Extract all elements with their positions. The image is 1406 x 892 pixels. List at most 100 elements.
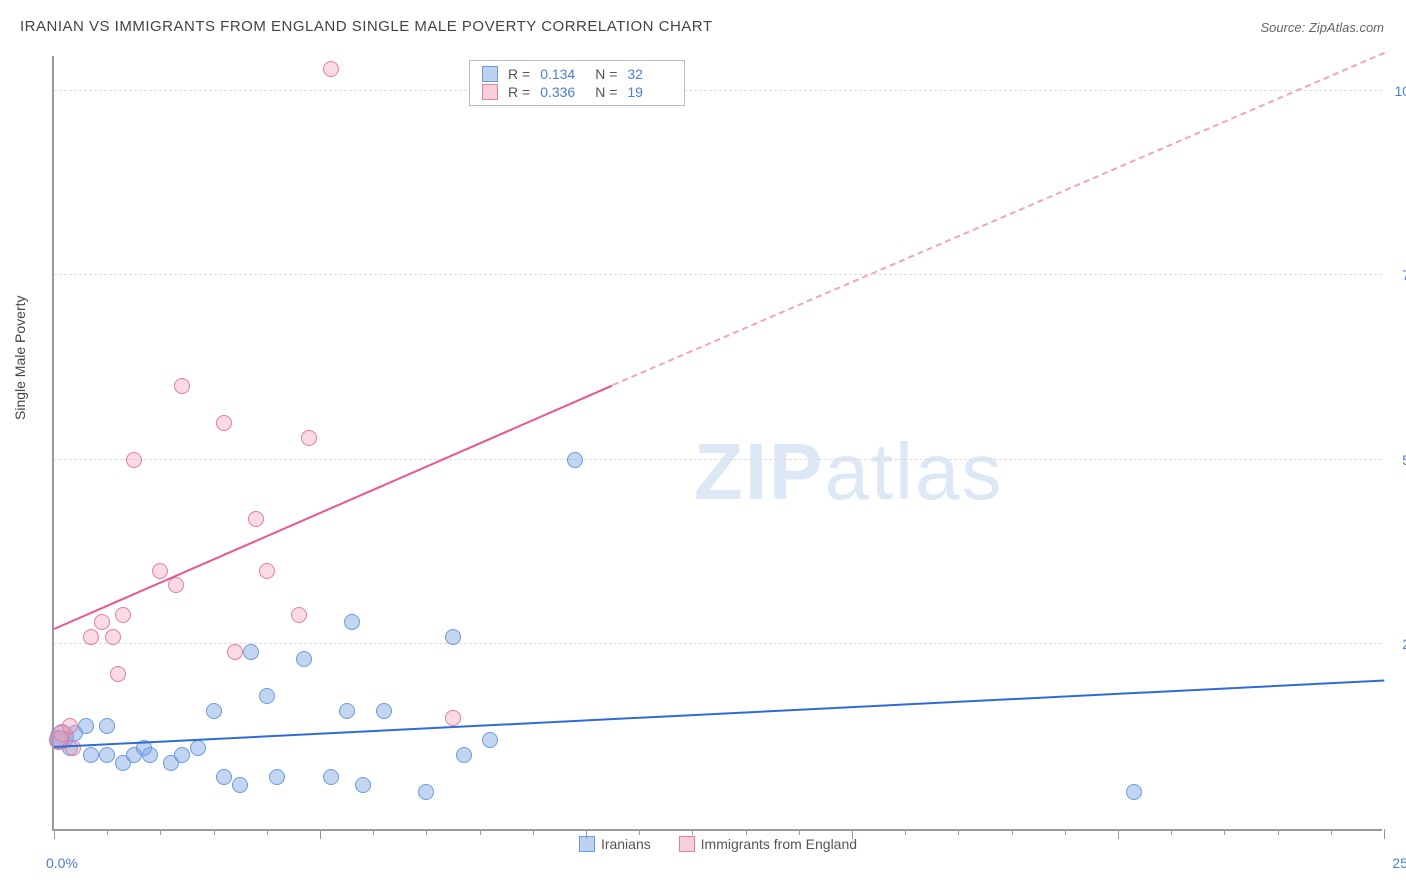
y-tick-label: 50.0% [1402,452,1406,468]
swatch-blue-icon [482,66,498,82]
x-tick-label-min: 0.0% [46,855,78,871]
x-tick-minor [1171,829,1172,835]
data-point [83,747,99,763]
n-value: 19 [627,84,672,100]
trend-line [54,679,1384,747]
data-point [99,718,115,734]
y-axis-label: Single Male Poverty [12,295,28,420]
data-point [259,563,275,579]
data-point [456,747,472,763]
data-point [567,452,583,468]
legend-item-iranians: Iranians [579,836,651,852]
data-point [168,577,184,593]
data-point [418,784,434,800]
data-point [115,607,131,623]
legend-item-england: Immigrants from England [679,836,857,852]
x-tick-minor [373,829,374,835]
x-tick-minor [1331,829,1332,835]
swatch-pink-icon [482,84,498,100]
r-value: 0.336 [540,84,585,100]
data-point [65,740,81,756]
data-point [248,511,264,527]
watermark: ZIPatlas [694,426,1003,518]
series-name: Iranians [601,836,651,852]
n-label: N = [595,66,617,82]
x-tick-minor [267,829,268,835]
y-tick-label: 100.0% [1395,83,1406,99]
data-point [110,666,126,682]
data-point [216,415,232,431]
x-tick-minor [480,829,481,835]
series-legend: Iranians Immigrants from England [54,836,1382,855]
swatch-blue-icon [579,836,595,852]
x-tick-minor [639,829,640,835]
data-point [301,430,317,446]
data-point [243,644,259,660]
r-label: R = [508,66,530,82]
n-value: 32 [627,66,672,82]
data-point [323,769,339,785]
x-tick-minor [107,829,108,835]
data-point [105,629,121,645]
x-tick-minor [958,829,959,835]
data-point [126,452,142,468]
data-point [232,777,248,793]
trend-line [54,384,613,629]
data-point [269,769,285,785]
data-point [355,777,371,793]
data-point [296,651,312,667]
data-point [142,747,158,763]
x-tick-minor [533,829,534,835]
data-point [323,61,339,77]
x-tick-minor [905,829,906,835]
y-tick-label: 75.0% [1402,267,1406,283]
x-tick-minor [799,829,800,835]
correlation-legend: R = 0.134 N = 32 R = 0.336 N = 19 [469,60,685,106]
x-tick-minor [214,829,215,835]
data-point [152,563,168,579]
data-point [174,747,190,763]
data-point [227,644,243,660]
data-point [174,378,190,394]
data-point [291,607,307,623]
data-point [344,614,360,630]
series-name: Immigrants from England [701,836,857,852]
data-point [445,710,461,726]
x-tick-minor [1065,829,1066,835]
data-point [206,703,222,719]
data-point [445,629,461,645]
plot-area: ZIPatlas 25.0%50.0%75.0%100.0% R = 0.134… [52,56,1382,831]
x-tick-minor [1278,829,1279,835]
r-value: 0.134 [540,66,585,82]
data-point [339,703,355,719]
swatch-pink-icon [679,836,695,852]
data-point [216,769,232,785]
data-point [78,718,94,734]
gridline [54,274,1382,275]
data-point [259,688,275,704]
x-tick-minor [426,829,427,835]
data-point [376,703,392,719]
x-tick-label-max: 25.0% [1392,855,1406,871]
data-point [1126,784,1142,800]
legend-row-england: R = 0.336 N = 19 [482,83,672,101]
watermark-bold: ZIP [694,427,824,516]
x-tick-minor [160,829,161,835]
legend-row-iranians: R = 0.134 N = 32 [482,65,672,83]
data-point [83,629,99,645]
trend-line [612,52,1384,386]
chart-title: IRANIAN VS IMMIGRANTS FROM ENGLAND SINGL… [20,18,713,35]
x-tick-minor [1012,829,1013,835]
gridline [54,459,1382,460]
data-point [190,740,206,756]
data-point [94,614,110,630]
gridline [54,90,1382,91]
y-tick-label: 25.0% [1402,636,1406,652]
data-point [62,718,78,734]
x-tick-minor [692,829,693,835]
data-point [482,732,498,748]
x-tick-minor [1224,829,1225,835]
source-attribution: Source: ZipAtlas.com [1260,20,1384,35]
watermark-rest: atlas [824,427,1003,516]
data-point [99,747,115,763]
